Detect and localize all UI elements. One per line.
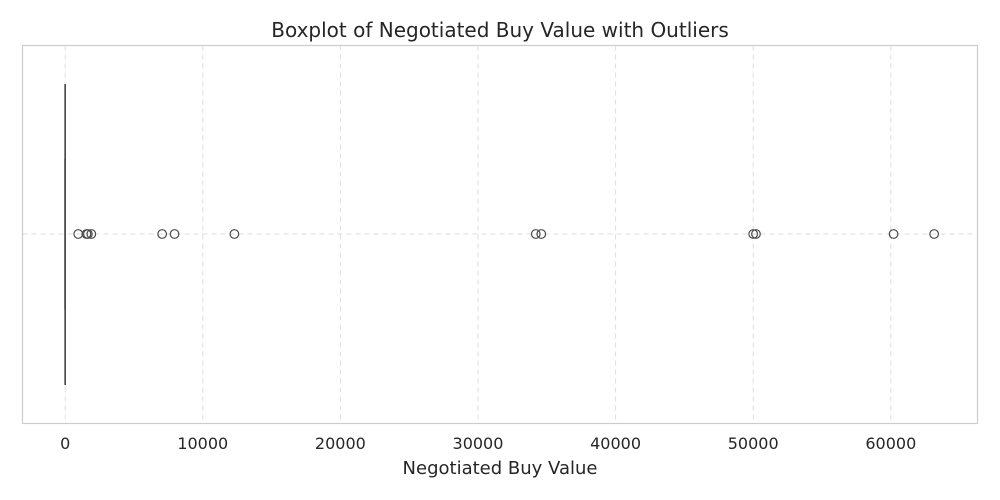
x-ticks: 0 10000 20000 30000 40000 50000 60000 [60, 434, 916, 453]
outlier-point [536, 229, 547, 239]
x-tick-label: 20000 [315, 434, 366, 453]
outlier-point [751, 229, 761, 239]
chart-title: Boxplot of Negotiated Buy Value with Out… [271, 18, 729, 42]
outlier-point [530, 229, 541, 239]
outlier-point [157, 229, 168, 239]
outlier-point [229, 229, 240, 239]
x-axis-label: Negotiated Buy Value [403, 458, 598, 479]
outlier-point [929, 229, 940, 239]
x-tick-label: 50000 [728, 434, 779, 453]
outlier-point [169, 229, 180, 239]
outlier-point [888, 229, 899, 239]
x-tick-label: 60000 [865, 434, 916, 453]
grid [22, 45, 978, 424]
x-tick-label: 0 [60, 434, 70, 453]
outlier-point [82, 229, 93, 239]
x-tick-label: 30000 [453, 434, 504, 453]
x-tick-label: 10000 [177, 434, 228, 453]
plot-frame [21, 44, 979, 425]
outliers [73, 229, 940, 239]
x-tick-label: 40000 [590, 434, 641, 453]
outlier-point [748, 229, 759, 239]
outlier-point [86, 229, 97, 239]
